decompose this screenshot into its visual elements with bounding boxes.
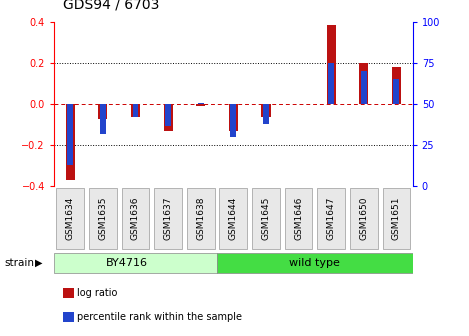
Bar	[196, 104, 205, 106]
Bar	[164, 104, 173, 131]
Bar	[68, 104, 73, 165]
FancyBboxPatch shape	[54, 253, 217, 273]
FancyBboxPatch shape	[252, 188, 280, 249]
Text: strain: strain	[5, 258, 35, 268]
Bar	[261, 104, 271, 117]
FancyBboxPatch shape	[383, 188, 410, 249]
Bar	[229, 104, 238, 131]
Bar	[98, 104, 107, 119]
Bar	[100, 104, 106, 134]
FancyBboxPatch shape	[56, 188, 84, 249]
Text: GSM1644: GSM1644	[229, 197, 238, 240]
Text: wild type: wild type	[289, 258, 340, 268]
Text: GSM1651: GSM1651	[392, 197, 401, 240]
Text: GSM1645: GSM1645	[261, 197, 271, 240]
Text: percentile rank within the sample: percentile rank within the sample	[77, 312, 242, 322]
Bar	[230, 104, 236, 137]
Bar	[392, 67, 401, 104]
Text: GSM1646: GSM1646	[294, 197, 303, 240]
FancyBboxPatch shape	[121, 188, 149, 249]
Bar	[359, 63, 368, 104]
Bar	[66, 104, 75, 180]
Text: GSM1647: GSM1647	[327, 197, 336, 240]
Bar	[133, 104, 138, 117]
Text: GSM1634: GSM1634	[66, 197, 75, 240]
Bar	[326, 25, 336, 104]
FancyBboxPatch shape	[219, 188, 247, 249]
FancyBboxPatch shape	[350, 188, 378, 249]
Text: GSM1636: GSM1636	[131, 197, 140, 240]
FancyBboxPatch shape	[154, 188, 182, 249]
FancyBboxPatch shape	[89, 188, 117, 249]
Bar	[361, 71, 367, 104]
Bar	[263, 104, 269, 124]
Bar	[131, 104, 140, 117]
FancyBboxPatch shape	[187, 188, 215, 249]
Text: GDS94 / 6703: GDS94 / 6703	[63, 0, 159, 12]
Text: ▶: ▶	[35, 258, 43, 268]
Bar	[328, 63, 334, 104]
Text: GSM1650: GSM1650	[359, 197, 368, 240]
FancyBboxPatch shape	[285, 188, 312, 249]
Text: log ratio: log ratio	[77, 288, 118, 298]
FancyBboxPatch shape	[318, 188, 345, 249]
Text: GSM1635: GSM1635	[98, 197, 107, 240]
Text: BY4716: BY4716	[106, 258, 148, 268]
FancyBboxPatch shape	[217, 253, 413, 273]
Bar	[165, 104, 171, 126]
Text: GSM1637: GSM1637	[164, 197, 173, 240]
Bar	[198, 102, 204, 104]
Text: GSM1638: GSM1638	[196, 197, 205, 240]
Bar	[393, 79, 399, 104]
